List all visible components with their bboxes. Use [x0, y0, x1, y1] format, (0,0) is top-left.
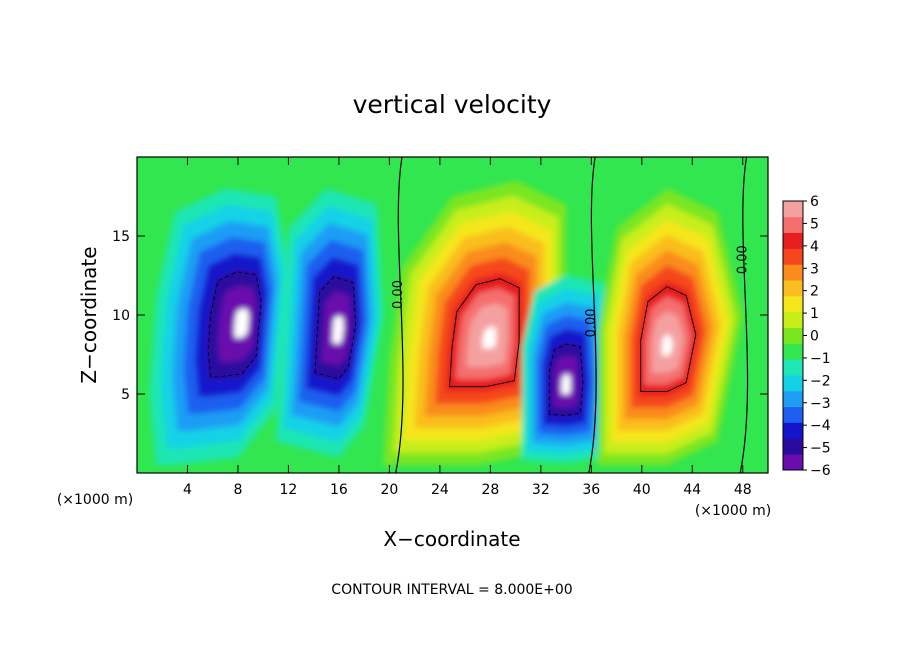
y-axis-label: Z−coordinate [77, 246, 101, 383]
x-tick-label: 12 [280, 482, 298, 498]
saturated-core [234, 308, 249, 339]
x-unit-left: (×1000 m) [57, 492, 133, 508]
contour-label: 0.00 [584, 308, 599, 337]
downdraft-contour [548, 343, 584, 416]
plot-area [137, 157, 768, 473]
colorbar-tick-label: 0 [810, 329, 819, 345]
x-tick-label: 44 [683, 482, 701, 498]
y-tick-label: 15 [112, 229, 130, 245]
colorbar-swatch [783, 390, 803, 408]
x-tick-label: 40 [633, 482, 651, 498]
colorbar-swatch [783, 327, 803, 344]
colorbar-tick-label: −5 [810, 441, 831, 457]
colorbar-swatch [783, 264, 803, 281]
x-tick-label: 16 [330, 482, 348, 498]
x-tick-label: 4 [183, 482, 192, 498]
x-axis-label: X−coordinate [383, 527, 520, 551]
colorbar-swatch [783, 201, 803, 218]
colorbar-tick-label: −1 [810, 351, 831, 367]
zero-contour [588, 157, 597, 473]
colorbar-tick-label: 6 [810, 194, 819, 210]
updraft-contour [640, 286, 697, 393]
colorbar-swatch [783, 406, 803, 423]
saturated-core [661, 334, 673, 356]
contour-interval-note: CONTOUR INTERVAL = 8.000E+00 [331, 582, 572, 598]
downdraft-cell [275, 188, 384, 458]
colorbar-tick-label: −2 [810, 373, 831, 389]
colorbar-swatch [783, 343, 803, 360]
x-axis: 4 8 12 16 20 24 28 32 36 40 44 48 [183, 157, 752, 498]
velocity-field [149, 180, 743, 466]
saturated-core [332, 315, 344, 345]
colorbar-tick-label: 5 [810, 216, 819, 232]
downdraft-contour [207, 271, 262, 378]
colorbar-tick-label: 3 [810, 261, 819, 277]
x-tick-label: 20 [380, 482, 398, 498]
colorbar-tick-label: −4 [810, 418, 831, 434]
colorbar-tick-label: 1 [810, 306, 819, 322]
saturated-core [561, 374, 571, 395]
colorbar-swatch [783, 232, 803, 249]
zero-contour [739, 157, 749, 473]
colorbar-tick-label: 4 [810, 239, 819, 255]
saturated-core [482, 326, 497, 349]
colorbar-swatch [783, 248, 803, 265]
x-tick-label: 24 [431, 482, 449, 498]
colorbar-swatch [783, 216, 803, 233]
x-tick-label: 28 [481, 482, 499, 498]
zero-contour [395, 157, 404, 473]
downdraft-contour [314, 276, 357, 380]
colorbar-swatch [783, 311, 803, 328]
contour-lines [207, 157, 749, 473]
colorbar-swatch [783, 375, 803, 392]
colorbar-swatch [783, 438, 803, 455]
downdraft-cell [521, 275, 611, 464]
x-unit-right: (×1000 m) [695, 503, 771, 519]
x-tick-label: 32 [532, 482, 550, 498]
colorbar: 6 5 4 3 2 1 0 −1 −2 −3 −4 −5 −6 [782, 194, 831, 479]
colorbar-swatch [783, 422, 803, 439]
colorbar-swatch [783, 280, 803, 297]
contour-label: 0.00 [736, 245, 751, 274]
y-tick-label: 5 [121, 387, 130, 403]
colorbar-tick-label: −3 [810, 396, 831, 412]
x-tick-label: 36 [582, 482, 600, 498]
x-tick-label: 8 [233, 482, 242, 498]
contour-label: 0.00 [391, 280, 406, 309]
x-tick-label: 48 [734, 482, 752, 498]
colorbar-swatch [783, 295, 803, 313]
chart-title: vertical velocity [353, 90, 552, 119]
colorbar-tick-label: 2 [810, 284, 819, 300]
updraft-cell [597, 188, 743, 466]
contour-labels: 0.00 0.00 0.00 [391, 245, 751, 337]
colorbar-swatch [783, 359, 803, 376]
y-tick-label: 10 [112, 308, 130, 324]
updraft-cell [383, 180, 567, 466]
colorbar-tick-label: −6 [810, 463, 831, 479]
y-axis: 5 10 15 [112, 229, 768, 403]
updraft-contour [449, 278, 520, 388]
colorbar-swatch [783, 454, 803, 471]
downdraft-cell [149, 188, 289, 466]
